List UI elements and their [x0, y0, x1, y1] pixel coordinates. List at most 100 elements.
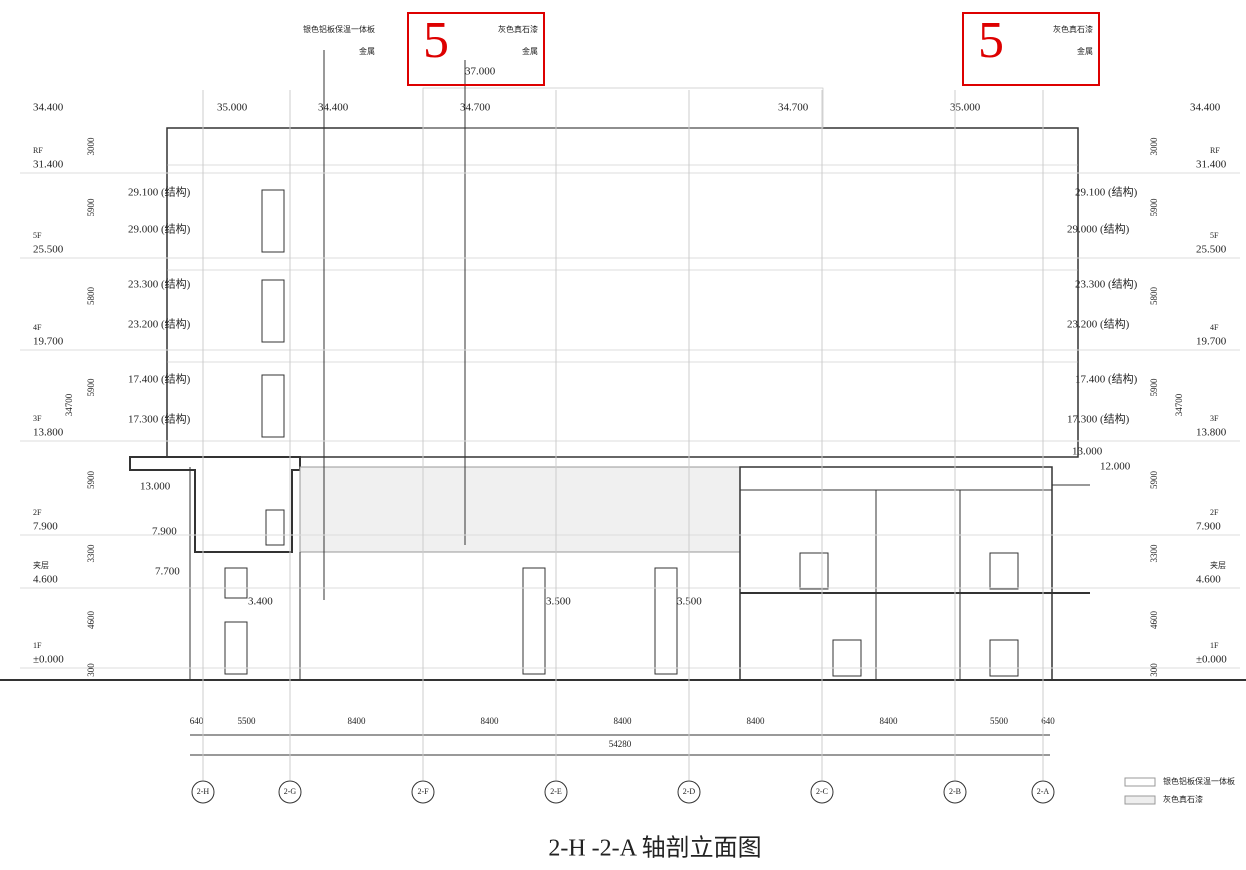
axis-dim: 5500	[238, 716, 257, 726]
top-elevation: 35.000	[217, 102, 248, 114]
elevation-label: 23.300 (结构)	[128, 277, 191, 291]
axis-label: 2-D	[683, 787, 696, 796]
axis-label: 2-E	[550, 787, 562, 796]
axis-bubble	[191, 780, 215, 804]
total-height: 34700	[64, 393, 74, 416]
level-elevation: 13.800	[1196, 427, 1227, 439]
elevation-label: 3.500	[677, 596, 702, 608]
elevation-label: 29.000 (结构)	[1067, 222, 1130, 236]
axis-label: 2-H	[197, 787, 210, 796]
level-elevation: 19.700	[1196, 336, 1227, 348]
level-dim: 4600	[1149, 611, 1159, 630]
axis-label: 2-A	[1037, 787, 1050, 796]
elevation-label: 23.200 (结构)	[128, 317, 191, 331]
level-dim: 3000	[86, 137, 96, 156]
level-name: 3F	[33, 414, 42, 423]
top-elevation: 35.000	[950, 102, 981, 114]
level-dim: 5900	[86, 378, 96, 397]
elevation-label: 23.300 (结构)	[1075, 277, 1138, 291]
total-width: 54280	[609, 739, 632, 749]
top-elevation: 34.400	[33, 102, 64, 114]
elevation-label: 17.300 (结构)	[128, 412, 191, 426]
elevation-label: 29.100 (结构)	[128, 185, 191, 199]
level-name: 3F	[1210, 414, 1219, 423]
level-name: 夹层	[1210, 560, 1226, 570]
level-elevation: 25.500	[33, 244, 64, 256]
elevation-label: 7.700	[155, 566, 180, 578]
level-elevation: 25.500	[1196, 244, 1227, 256]
building	[0, 12, 1246, 805]
level-elevation: 7.900	[1196, 521, 1221, 533]
callout-material: 灰色真石漆	[498, 24, 538, 34]
level-elevation: 31.400	[1196, 159, 1227, 171]
axis-bubble	[1031, 780, 1055, 804]
axis-dim: 8400	[747, 716, 766, 726]
level-name: RF	[1210, 146, 1220, 155]
level-elevation: 13.800	[33, 427, 64, 439]
axis-bubble	[810, 780, 834, 804]
level-dim: 5800	[86, 287, 96, 306]
elevation-label: 17.400 (结构)	[1075, 372, 1138, 386]
axis-dim: 8400	[348, 716, 367, 726]
axis-dim: 640	[190, 716, 204, 726]
axis-bubble	[278, 780, 302, 804]
level-dim: 3300	[86, 544, 96, 563]
level-dim: 5900	[1149, 198, 1159, 217]
axis-bubble	[677, 780, 701, 804]
level-dim: 5900	[86, 471, 96, 490]
axis-bubble	[943, 780, 967, 804]
level-dim: 5900	[86, 198, 96, 217]
elevation-label: 17.300 (结构)	[1067, 412, 1130, 426]
level-name: 1F	[33, 641, 42, 650]
level-elevation: ±0.000	[33, 654, 64, 666]
axis-bubble	[544, 780, 568, 804]
elevation-label: 3.400	[248, 596, 273, 608]
axis-label: 2-G	[284, 787, 297, 796]
elevation-label: 3.500	[546, 596, 571, 608]
level-elevation: 4.600	[33, 574, 58, 586]
top-elevation: 34.400	[318, 102, 349, 114]
level-name: 夹层	[33, 560, 49, 570]
level-elevation: ±0.000	[1196, 654, 1227, 666]
callout-elevation: 37.000	[465, 66, 496, 78]
level-dim: 3300	[1149, 544, 1159, 563]
axis-label: 2-C	[816, 787, 828, 796]
level-elevation: 19.700	[33, 336, 64, 348]
top-note: 金属	[359, 46, 375, 56]
level-elevation: 31.400	[33, 159, 64, 171]
callout-note: 金属	[1077, 46, 1093, 56]
level-elevation: 4.600	[1196, 574, 1221, 586]
callout-note: 金属	[522, 46, 538, 56]
elevation-label: 17.400 (结构)	[128, 372, 191, 386]
total-height: 34700	[1174, 393, 1184, 416]
axis-dim: 5500	[990, 716, 1009, 726]
elevation-label: 13.000	[1072, 446, 1103, 458]
elevation-label: 13.000	[140, 481, 171, 493]
callout-number: 5	[978, 12, 1004, 69]
axis-label: 2-F	[417, 787, 429, 796]
top-elevation: 34.700	[460, 102, 491, 114]
drawing-title: 2-H -2-A 轴剖立面图	[548, 835, 761, 862]
axis-dim: 8400	[614, 716, 633, 726]
top-elevation: 34.400	[1190, 102, 1221, 114]
elevation-label: 29.100 (结构)	[1075, 185, 1138, 199]
level-name: 1F	[1210, 641, 1219, 650]
legend-label: 银色铝板保温一体板	[1163, 776, 1235, 786]
level-name: 5F	[1210, 231, 1219, 240]
level-name: 2F	[1210, 508, 1219, 517]
axis-label: 2-B	[949, 787, 961, 796]
level-name: 4F	[1210, 323, 1219, 332]
level-dim: 5900	[1149, 378, 1159, 397]
elevation-label: 23.200 (结构)	[1067, 317, 1130, 331]
level-dim: 5800	[1149, 287, 1159, 306]
elevation-label: 12.000	[1100, 461, 1131, 473]
legend-label: 灰色真石漆	[1163, 794, 1203, 804]
callout-material: 灰色真石漆	[1053, 24, 1093, 34]
level-dim: 300	[86, 663, 96, 677]
axis-dim: 8400	[880, 716, 899, 726]
level-name: RF	[33, 146, 43, 155]
top-note: 银色铝板保温一体板	[303, 24, 375, 34]
axis-bubble	[411, 780, 435, 804]
elevation-label: 7.900	[152, 526, 177, 538]
